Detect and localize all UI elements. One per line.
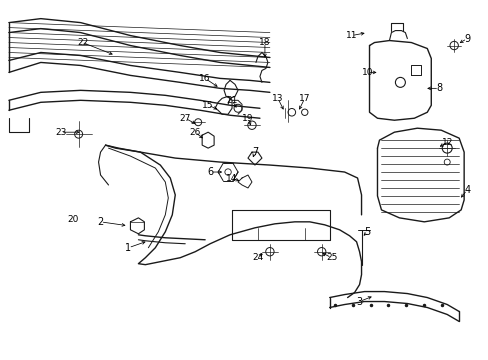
Text: 23: 23 <box>55 128 66 137</box>
Text: 10: 10 <box>361 68 372 77</box>
Text: 22: 22 <box>77 38 88 47</box>
Text: 9: 9 <box>463 33 469 44</box>
Text: 17: 17 <box>298 94 310 103</box>
Text: 2: 2 <box>97 217 103 227</box>
Text: 20: 20 <box>67 215 78 224</box>
Text: 18: 18 <box>259 38 270 47</box>
Text: 8: 8 <box>435 84 442 93</box>
Text: 25: 25 <box>325 253 337 262</box>
Text: 12: 12 <box>441 138 452 147</box>
Text: 4: 4 <box>463 185 469 195</box>
Text: 11: 11 <box>345 31 357 40</box>
Text: 3: 3 <box>356 297 362 306</box>
Text: 24: 24 <box>252 253 263 262</box>
Text: 13: 13 <box>271 94 283 103</box>
Text: 14: 14 <box>226 174 237 183</box>
Text: 26: 26 <box>189 128 201 137</box>
Text: 6: 6 <box>206 167 213 177</box>
Text: 7: 7 <box>251 147 258 157</box>
Text: 19: 19 <box>242 114 253 123</box>
Text: 21: 21 <box>226 96 237 105</box>
Text: 5: 5 <box>364 227 370 237</box>
Text: 27: 27 <box>179 114 190 123</box>
Text: 15: 15 <box>202 101 213 110</box>
Text: 1: 1 <box>125 243 131 253</box>
Text: 16: 16 <box>199 74 210 83</box>
